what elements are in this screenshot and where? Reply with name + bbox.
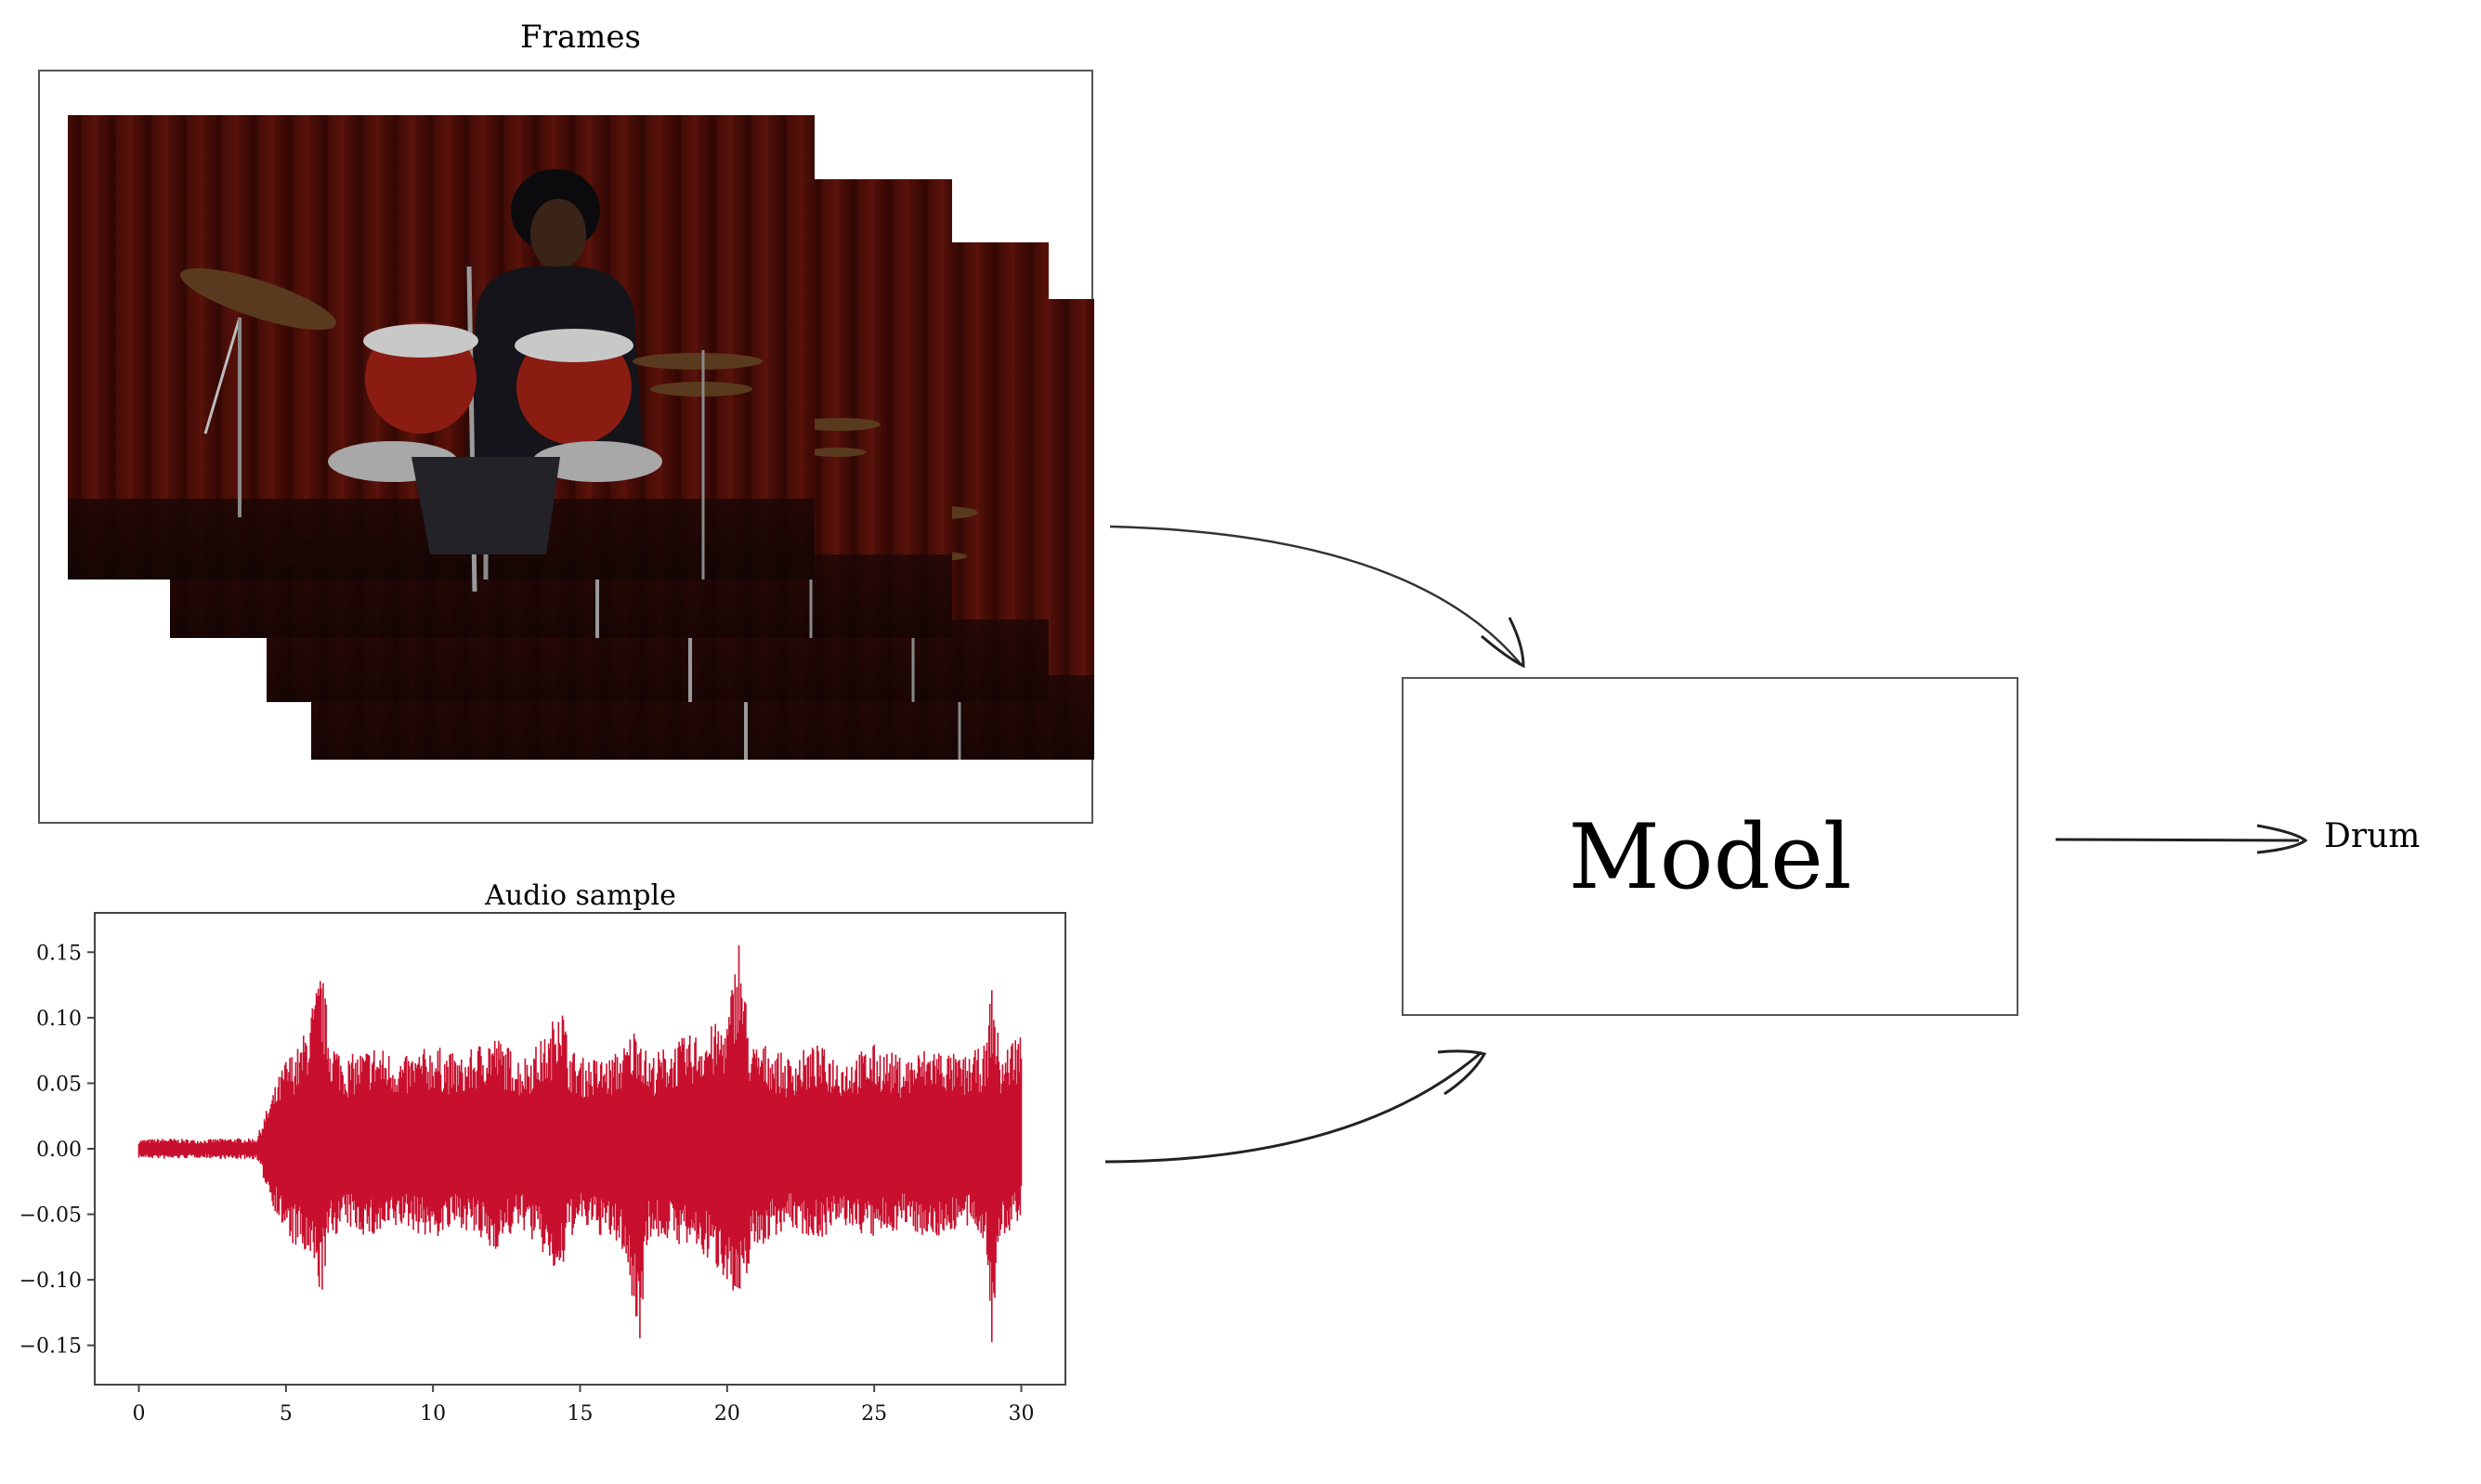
x-tick-label: 25 [861,1402,887,1425]
arrowhead-frames-to-model [1481,617,1525,669]
x-tick-label: 10 [420,1402,446,1425]
y-tick-label: 0.10 [36,1008,82,1031]
video-frame-1 [68,115,815,592]
output-label-drum: Drum [2324,817,2421,855]
audio-chart: 0 5 10 15 20 25 30 0.15 0.10 0.05 0.00 −0.05 −0.10 −0… [20,912,1066,1425]
y-tick-label: −0.10 [20,1269,82,1293]
frames-panel [38,70,1094,824]
frame-stack [68,115,1094,760]
y-tick-label: −0.05 [20,1204,82,1228]
arrow-frames-to-model [1109,525,1521,665]
y-tick-label: 0.15 [36,942,82,965]
model-label: Model [1568,804,1852,909]
arrow-audio-to-model [1104,1050,1482,1164]
y-tick-label: 0.00 [36,1139,82,1162]
x-tick-label: 5 [280,1402,293,1425]
y-tick-label: −0.15 [20,1335,82,1359]
arrowhead-model-to-drum [2256,824,2308,854]
x-tick-label: 20 [714,1402,740,1425]
waveform-series [137,945,1023,1343]
chart-title: Audio sample [485,879,676,912]
y-tick-label: 0.05 [36,1073,82,1096]
x-tick-label: 0 [133,1402,146,1425]
x-tick-label: 15 [568,1402,594,1425]
frames-title: Frames [520,19,641,56]
arrowhead-audio-to-model [1437,1049,1487,1096]
x-tick-label: 30 [1009,1402,1035,1425]
model-box: Model [1402,677,2018,1016]
